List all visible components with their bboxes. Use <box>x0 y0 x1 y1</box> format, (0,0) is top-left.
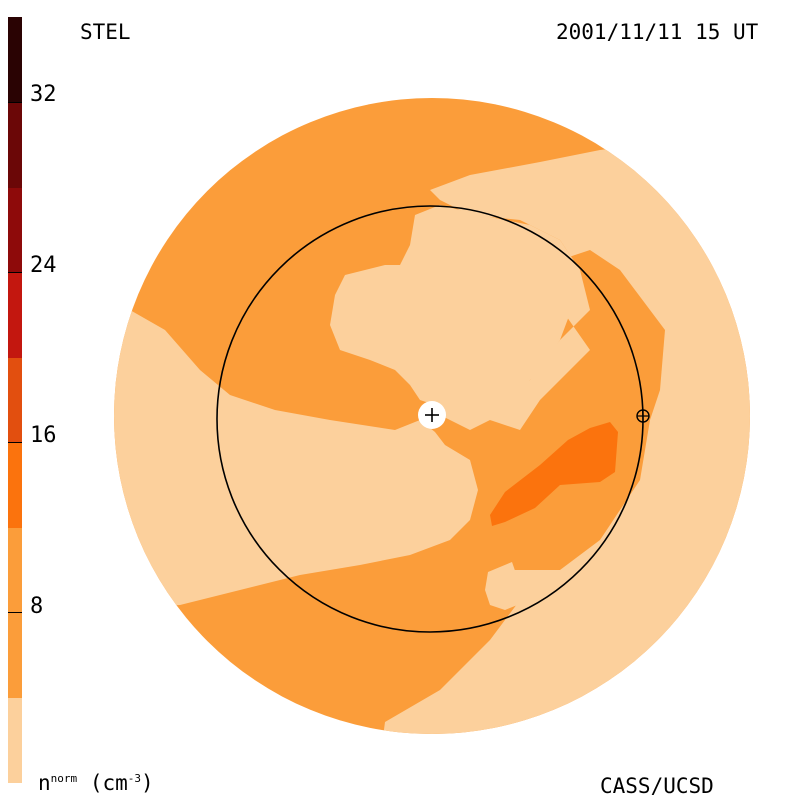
light-region-south-notch <box>485 562 540 610</box>
light-region-north-center <box>330 205 580 425</box>
colorbar-segment-1 <box>8 698 22 783</box>
colorbar-tick-label-16: 16 <box>30 423 57 448</box>
colorbar-segment-8 <box>8 17 22 103</box>
colorbar-segment-3 <box>8 443 22 528</box>
unit-close: ) <box>141 771 154 795</box>
unit-symbol: n <box>38 771 51 795</box>
colorbar-segment-7 <box>8 103 22 188</box>
colorbar-tick-8 <box>8 612 22 613</box>
colorbar-tick-24 <box>8 272 22 273</box>
colorbar-tick-label-8: 8 <box>30 594 44 619</box>
colorbar-segment-2 <box>8 528 22 698</box>
unit-open: (cm <box>89 771 128 795</box>
colorbar-unit-label: nnorm (cm-3) <box>38 773 154 794</box>
header-date-time: 2001/11/11 15 UT <box>556 20 759 44</box>
light-region-east <box>380 130 750 734</box>
header-left-title: STEL <box>80 20 131 44</box>
colorbar-tick-16 <box>8 442 22 443</box>
colorbar-tick-32 <box>8 102 22 103</box>
footer-credit: CASS/UCSD <box>600 774 714 798</box>
colorbar-tick-label-32: 32 <box>30 82 57 107</box>
dense-region-patch <box>490 422 618 526</box>
colorbar-tick-label-24: 24 <box>30 253 57 278</box>
colorbar-segment-4 <box>8 358 22 443</box>
colorbar-segment-5 <box>8 273 22 358</box>
colorbar-segment-6 <box>8 188 22 273</box>
unit-exponent: -3 <box>127 772 141 785</box>
earth-icon <box>636 409 650 423</box>
unit-symbol-superscript: norm <box>50 772 78 785</box>
light-region-west <box>114 290 478 610</box>
colorbar <box>8 17 22 783</box>
